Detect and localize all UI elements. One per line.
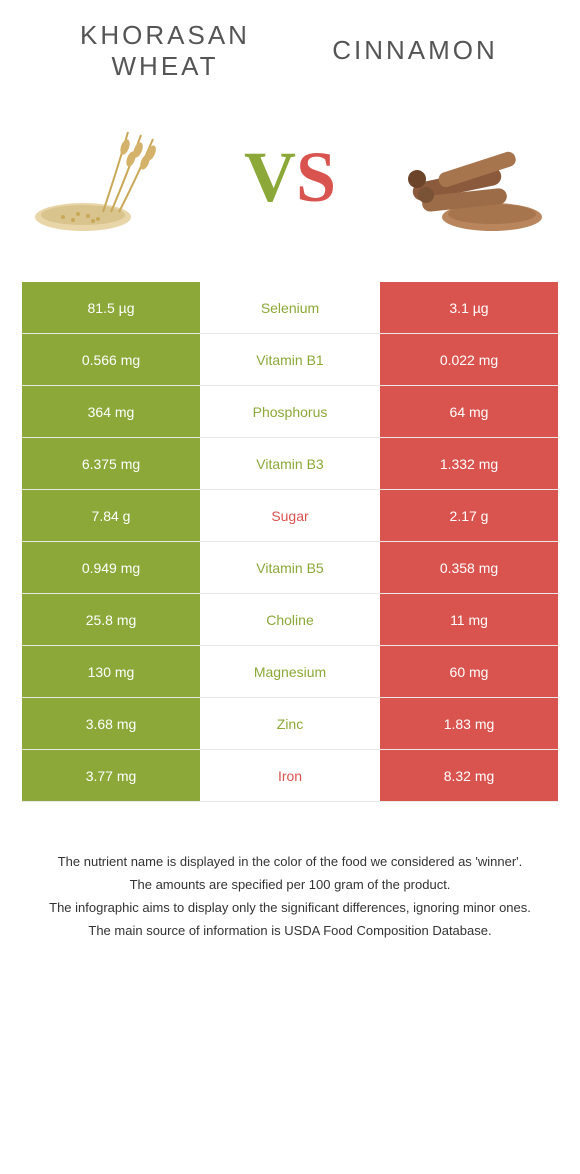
cinnamon-image — [395, 112, 550, 242]
nutrient-row: 364 mgPhosphorus64 mg — [22, 386, 558, 438]
nutrient-row: 6.375 mgVitamin B31.332 mg — [22, 438, 558, 490]
left-value: 130 mg — [22, 646, 200, 697]
vs-label: VS — [244, 136, 336, 219]
right-value: 0.358 mg — [380, 542, 558, 593]
nutrient-row: 25.8 mgCholine11 mg — [22, 594, 558, 646]
nutrient-name: Vitamin B5 — [200, 542, 380, 593]
nutrient-row: 7.84 gSugar2.17 g — [22, 490, 558, 542]
vs-v-letter: V — [244, 137, 296, 217]
nutrient-row: 0.566 mgVitamin B10.022 mg — [22, 334, 558, 386]
header-titles: Khorasan wheat Cinnamon — [0, 0, 580, 82]
image-row: VS — [0, 82, 580, 262]
footer-line: The nutrient name is displayed in the co… — [30, 852, 550, 873]
footer-line: The amounts are specified per 100 gram o… — [30, 875, 550, 896]
left-value: 3.68 mg — [22, 698, 200, 749]
left-value: 0.566 mg — [22, 334, 200, 385]
nutrient-name: Magnesium — [200, 646, 380, 697]
footer-line: The infographic aims to display only the… — [30, 898, 550, 919]
left-value: 364 mg — [22, 386, 200, 437]
right-value: 11 mg — [380, 594, 558, 645]
nutrient-name: Vitamin B1 — [200, 334, 380, 385]
nutrient-name: Vitamin B3 — [200, 438, 380, 489]
left-value: 7.84 g — [22, 490, 200, 541]
nutrient-name: Sugar — [200, 490, 380, 541]
right-value: 60 mg — [380, 646, 558, 697]
wheat-image — [30, 112, 185, 242]
right-value: 3.1 µg — [380, 282, 558, 333]
left-value: 25.8 mg — [22, 594, 200, 645]
nutrient-name: Selenium — [200, 282, 380, 333]
right-value: 0.022 mg — [380, 334, 558, 385]
right-value: 8.32 mg — [380, 750, 558, 801]
right-food-title: Cinnamon — [290, 20, 540, 66]
left-value: 81.5 µg — [22, 282, 200, 333]
nutrient-row: 0.949 mgVitamin B50.358 mg — [22, 542, 558, 594]
right-value: 1.332 mg — [380, 438, 558, 489]
left-value: 6.375 mg — [22, 438, 200, 489]
nutrient-row: 130 mgMagnesium60 mg — [22, 646, 558, 698]
left-food-title: Khorasan wheat — [40, 20, 290, 82]
right-value: 1.83 mg — [380, 698, 558, 749]
nutrient-row: 81.5 µgSelenium3.1 µg — [22, 282, 558, 334]
nutrient-name: Choline — [200, 594, 380, 645]
right-value: 2.17 g — [380, 490, 558, 541]
vs-s-letter: S — [296, 137, 336, 217]
nutrient-name: Phosphorus — [200, 386, 380, 437]
nutrient-row: 3.77 mgIron8.32 mg — [22, 750, 558, 802]
footer-notes: The nutrient name is displayed in the co… — [0, 802, 580, 941]
footer-line: The main source of information is USDA F… — [30, 921, 550, 942]
nutrient-row: 3.68 mgZinc1.83 mg — [22, 698, 558, 750]
right-value: 64 mg — [380, 386, 558, 437]
left-value: 0.949 mg — [22, 542, 200, 593]
nutrient-table: 81.5 µgSelenium3.1 µg0.566 mgVitamin B10… — [0, 262, 580, 802]
nutrient-name: Iron — [200, 750, 380, 801]
nutrient-name: Zinc — [200, 698, 380, 749]
left-value: 3.77 mg — [22, 750, 200, 801]
